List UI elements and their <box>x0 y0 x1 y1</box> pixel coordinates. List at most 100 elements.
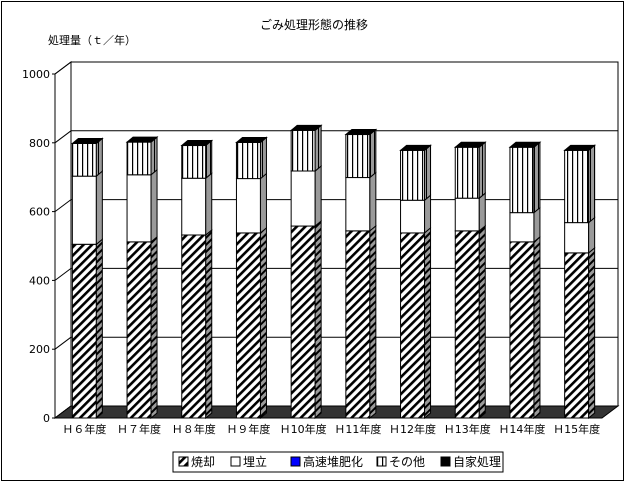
bar-segment <box>126 174 152 243</box>
bar-segment <box>454 230 480 419</box>
bar-top <box>235 136 268 143</box>
bar-segment <box>126 141 152 176</box>
bar-segment <box>126 241 152 419</box>
y-tick-label: 200 <box>29 343 50 356</box>
y-tick-label: 0 <box>43 412 50 425</box>
bar-segment-side <box>588 216 596 254</box>
bar-segment <box>290 170 316 227</box>
legend-label: 高速堆肥化 <box>303 454 363 469</box>
bar-top <box>344 129 378 136</box>
bar-segment <box>509 146 535 214</box>
gridline-side <box>54 130 72 144</box>
gridline-side <box>54 199 72 213</box>
legend-box <box>172 451 504 473</box>
bar-segment-side <box>533 235 541 420</box>
bar-segment-side <box>259 172 267 234</box>
bar-top <box>453 141 487 148</box>
bar-segment-side <box>588 144 596 224</box>
bar-segment <box>290 129 316 172</box>
bar-segment <box>564 252 590 419</box>
bar-segment <box>345 230 371 419</box>
bar-segment <box>564 222 590 254</box>
bar-segment-side <box>478 141 486 200</box>
bar-segment-side <box>314 164 322 228</box>
bar-segment <box>564 149 590 224</box>
bar-segment <box>235 178 261 234</box>
bar-segment <box>509 212 535 243</box>
x-tick-label: Ｈ８年度 <box>172 422 216 436</box>
x-tick-label: Ｈ６年度 <box>62 422 106 436</box>
bar-segment-side <box>95 137 103 178</box>
bar-segment-side <box>95 170 103 246</box>
x-tick-label: Ｈ15年度 <box>553 422 600 436</box>
legend-swatch <box>376 456 387 467</box>
bar-segment-side <box>478 224 486 420</box>
bar-segment <box>454 197 480 232</box>
bar-top <box>180 140 214 147</box>
legend-label: 焼却 <box>191 455 215 469</box>
bar-segment <box>181 177 207 236</box>
bar-top <box>508 141 542 148</box>
y-tick-label: 600 <box>29 206 50 219</box>
bar-segment-side <box>588 246 596 420</box>
x-tick-label: Ｈ９年度 <box>226 422 270 436</box>
y-tick-label: 800 <box>29 137 50 150</box>
bar-segment <box>181 234 207 419</box>
x-tick-label: Ｈ13年度 <box>444 422 491 436</box>
x-tick-label: Ｈ12年度 <box>389 422 436 436</box>
bar-segment <box>400 232 426 419</box>
y-tick-label: 400 <box>29 274 50 287</box>
bar-segment-side <box>369 128 377 179</box>
legend-label: その他 <box>389 455 425 469</box>
bar-segment <box>345 134 371 179</box>
bar-segment <box>71 142 97 177</box>
bar-segment-side <box>369 171 377 232</box>
legend: 焼却 埋立 高速堆肥化 その他 自家処理 <box>172 451 504 473</box>
bar-segment-side <box>424 194 432 234</box>
gridline-side <box>54 61 72 75</box>
bar-segment <box>71 243 97 419</box>
bar-top <box>563 144 597 151</box>
bar-segment <box>345 177 371 232</box>
x-tick-label: Ｈ11年度 <box>334 422 381 436</box>
bar-segment-side <box>259 136 267 180</box>
axis-group: 0 200 400 600 800 1000 Ｈ６年度 Ｈ７年度 Ｈ８年度 Ｈ９年度 Ｈ10年度 Ｈ1… <box>22 68 602 436</box>
bar-top <box>125 136 159 143</box>
bar-segment-side <box>205 228 213 420</box>
bar-segment <box>235 141 261 180</box>
legend-label: 埋立 <box>243 454 267 469</box>
legend-swatch <box>178 456 189 467</box>
bar-segment-side <box>150 136 158 176</box>
bar-segment <box>235 232 261 419</box>
x-tick-label: Ｈ７年度 <box>117 422 161 436</box>
bar-segment-side <box>95 238 103 420</box>
bar-top <box>70 137 104 144</box>
bar-segment <box>454 146 480 199</box>
chart-title: ごみ処理形態の推移 <box>260 17 368 32</box>
bar-top <box>289 124 323 131</box>
bar-segment <box>400 149 426 201</box>
bar-top <box>399 144 432 151</box>
bar-segment <box>181 145 207 179</box>
y-tick-label: 1000 <box>22 68 50 81</box>
bar-segment-side <box>424 226 432 420</box>
bar-segment-side <box>150 168 158 243</box>
bars-group <box>70 124 597 420</box>
bar-segment-side <box>314 124 322 173</box>
legend-swatch <box>290 456 301 467</box>
gridline-side <box>54 267 72 281</box>
x-tick-label: Ｈ10年度 <box>280 422 327 436</box>
bar-segment-side <box>369 224 377 420</box>
bar-segment-side <box>424 144 432 202</box>
y-axis-label: 処理量（ｔ／年） <box>48 33 136 47</box>
bar-segment-side <box>533 141 541 214</box>
bar-segment-side <box>533 206 541 243</box>
bar-segment-side <box>314 219 322 420</box>
bar-segment-side <box>205 139 213 180</box>
gridline-side <box>54 336 72 350</box>
legend-swatch <box>230 456 241 467</box>
bar-segment <box>400 199 426 234</box>
bar-segment-side <box>205 172 213 237</box>
